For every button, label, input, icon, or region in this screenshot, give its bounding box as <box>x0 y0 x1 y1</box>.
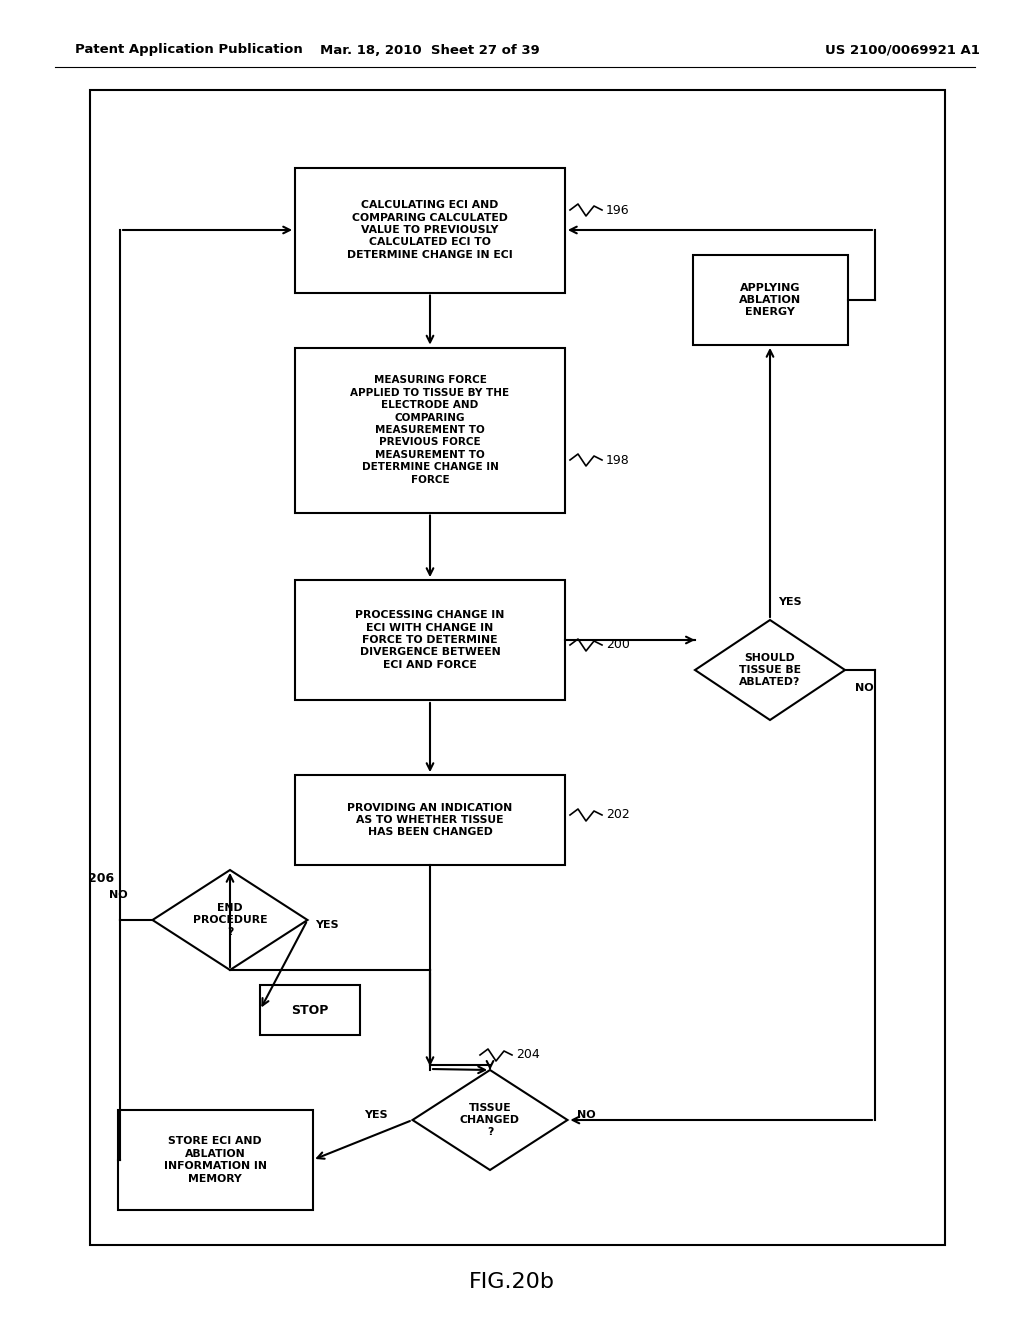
Text: YES: YES <box>315 920 339 931</box>
Text: 196: 196 <box>606 203 630 216</box>
Text: 202: 202 <box>606 808 630 821</box>
Bar <box>295 168 565 293</box>
Text: Patent Application Publication: Patent Application Publication <box>75 44 303 57</box>
Bar <box>295 347 565 512</box>
Text: US 2100/0069921 A1: US 2100/0069921 A1 <box>825 44 980 57</box>
Text: TISSUE
CHANGED
?: TISSUE CHANGED ? <box>460 1102 520 1138</box>
Bar <box>118 1110 312 1210</box>
Bar <box>260 985 360 1035</box>
Text: 206: 206 <box>88 871 115 884</box>
Text: MEASURING FORCE
APPLIED TO TISSUE BY THE
ELECTRODE AND
COMPARING
MEASUREMENT TO
: MEASURING FORCE APPLIED TO TISSUE BY THE… <box>350 375 510 484</box>
Text: 198: 198 <box>606 454 630 466</box>
Text: APPLYING
ABLATION
ENERGY: APPLYING ABLATION ENERGY <box>739 282 801 317</box>
Text: NO: NO <box>578 1110 596 1119</box>
Text: YES: YES <box>778 597 802 607</box>
Bar <box>90 90 945 1245</box>
Text: NO: NO <box>109 890 128 900</box>
Bar <box>295 579 565 700</box>
Text: CALCULATING ECI AND
COMPARING CALCULATED
VALUE TO PREVIOUSLY
CALCULATED ECI TO
D: CALCULATING ECI AND COMPARING CALCULATED… <box>347 201 513 260</box>
Text: STOP: STOP <box>291 1003 329 1016</box>
Text: Mar. 18, 2010  Sheet 27 of 39: Mar. 18, 2010 Sheet 27 of 39 <box>321 44 540 57</box>
Text: 200: 200 <box>606 639 630 652</box>
Text: STORE ECI AND
ABLATION
INFORMATION IN
MEMORY: STORE ECI AND ABLATION INFORMATION IN ME… <box>164 1137 266 1184</box>
Bar <box>692 255 848 345</box>
Bar <box>295 775 565 865</box>
Polygon shape <box>153 870 307 970</box>
Text: 204: 204 <box>516 1048 540 1061</box>
Polygon shape <box>413 1071 567 1170</box>
Text: PROVIDING AN INDICATION
AS TO WHETHER TISSUE
HAS BEEN CHANGED: PROVIDING AN INDICATION AS TO WHETHER TI… <box>347 803 513 837</box>
Polygon shape <box>695 620 845 719</box>
Text: NO: NO <box>855 682 873 693</box>
Text: END
PROCEDURE
?: END PROCEDURE ? <box>193 903 267 937</box>
Text: SHOULD
TISSUE BE
ABLATED?: SHOULD TISSUE BE ABLATED? <box>739 652 801 688</box>
Text: YES: YES <box>364 1110 387 1119</box>
Text: FIG.20b: FIG.20b <box>469 1272 555 1292</box>
Text: PROCESSING CHANGE IN
ECI WITH CHANGE IN
FORCE TO DETERMINE
DIVERGENCE BETWEEN
EC: PROCESSING CHANGE IN ECI WITH CHANGE IN … <box>355 610 505 669</box>
